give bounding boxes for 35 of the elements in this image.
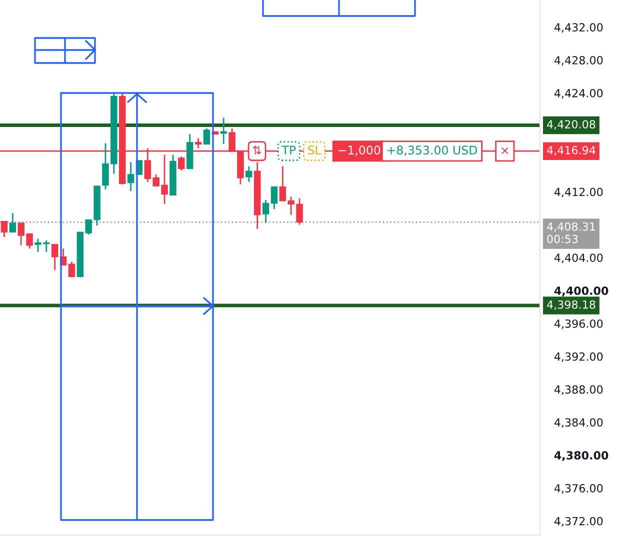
candlestick (262, 199, 270, 224)
candlestick (9, 212, 16, 233)
candlestick (68, 261, 76, 278)
candlestick (127, 161, 134, 192)
annotation: TP (282, 146, 296, 154)
candlestick (203, 128, 210, 145)
y-tick-label: 4,428.00 (554, 56, 603, 66)
candlestick (270, 186, 278, 210)
y-tick-label: 4,380.00 (554, 451, 608, 461)
annotation: +8,353.00 USD (388, 146, 478, 156)
candlestick (51, 244, 58, 271)
y-tick-label: 4,372.00 (554, 516, 603, 527)
ref-line-label: 4,420.08 (547, 120, 596, 130)
candlestick (178, 156, 185, 172)
y-tick-label: 4,404.00 (554, 254, 603, 264)
y-tick-label: 4,412.00 (554, 188, 603, 198)
annotation: SL (308, 146, 322, 155)
ref-line-label: 4,408.31 00:53 (547, 222, 595, 244)
annotation: ⇅ (252, 146, 262, 154)
y-tick-label: 4,432.00 (554, 23, 603, 33)
candlestick (194, 138, 202, 149)
y-tick-label: 4,400.00 (554, 286, 608, 296)
y-tick-label: 4,424.00 (554, 88, 603, 99)
y-tick-label: 4,396.00 (554, 319, 603, 329)
y-tick-label: 4,384.00 (554, 418, 603, 428)
y-tick-label: 4,392.00 (554, 352, 603, 362)
candlestick (220, 117, 227, 145)
y-tick-label: 4,376.00 (554, 484, 603, 494)
annotation: × (502, 147, 508, 154)
ref-line-label: 4,398.18 (547, 300, 596, 310)
candlestick (0, 220, 8, 238)
candlestick (246, 166, 252, 183)
ref-line-label: 4,416.94 (547, 146, 596, 156)
annotation: −1,000 (338, 146, 380, 156)
y-tick-label: 4,388.00 (554, 385, 603, 395)
